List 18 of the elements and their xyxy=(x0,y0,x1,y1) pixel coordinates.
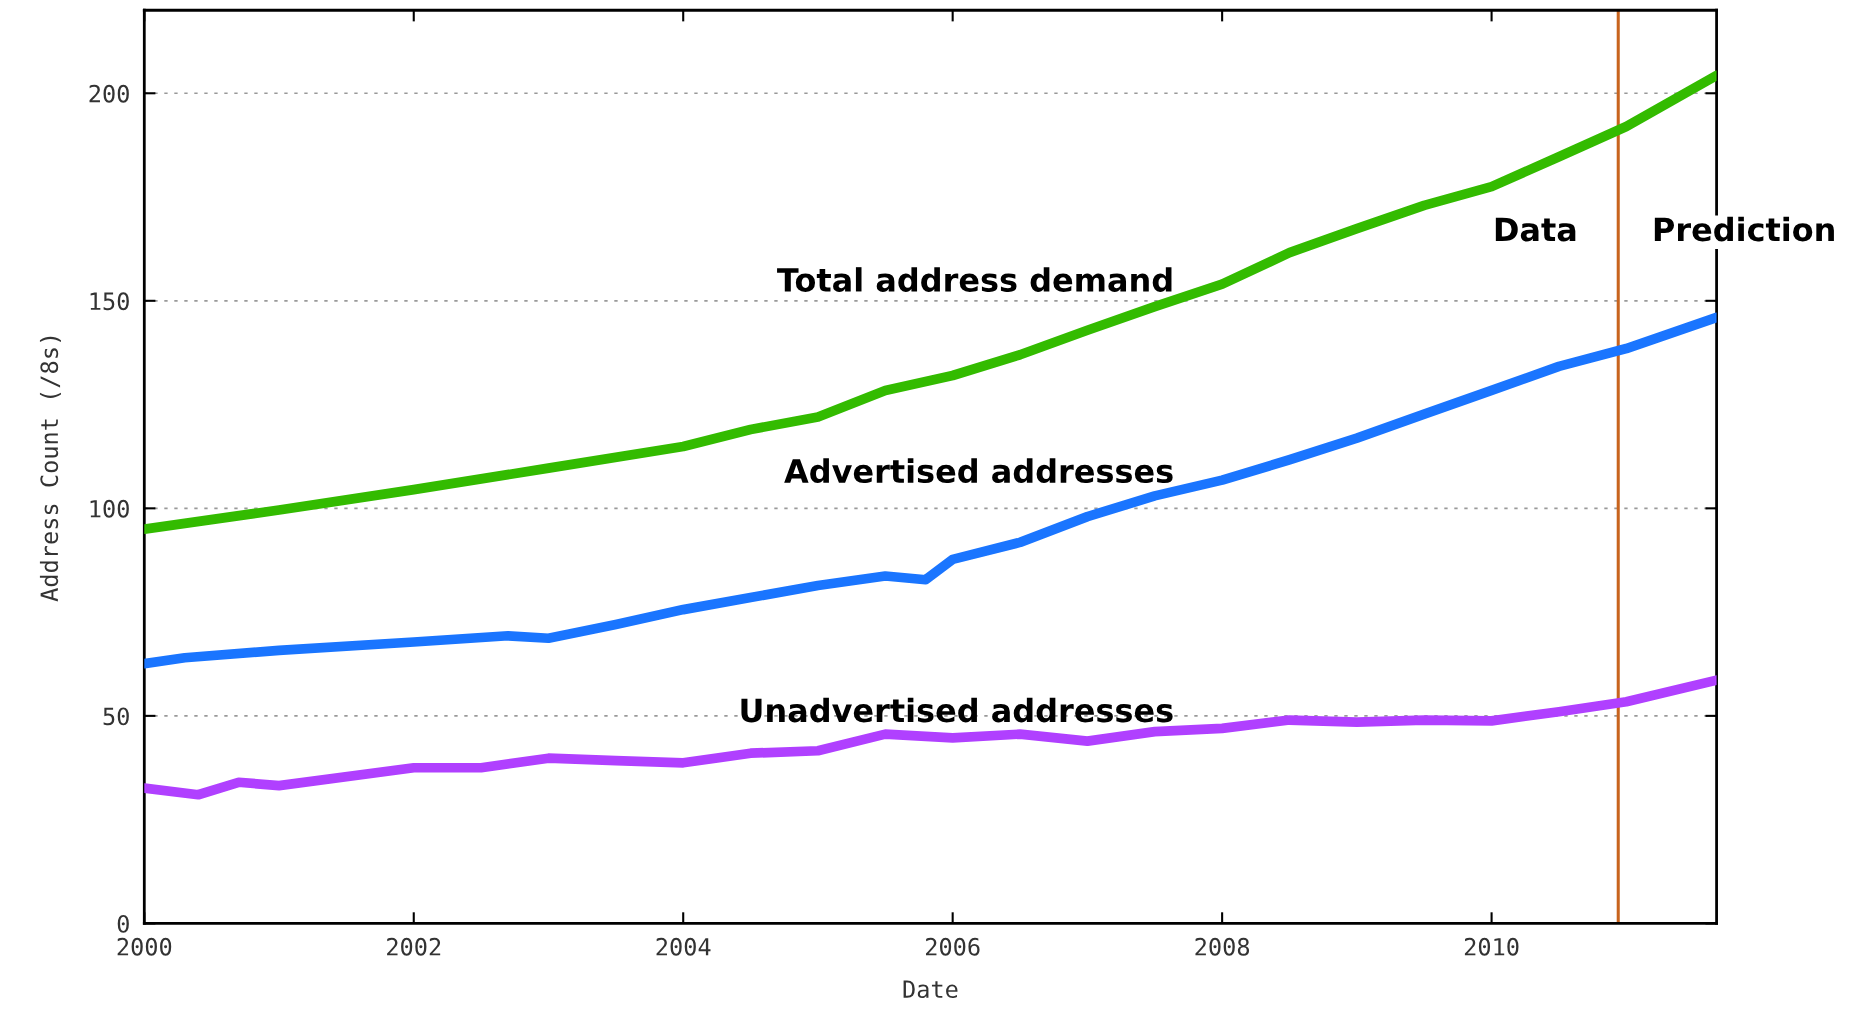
series-label: Advertised addresses xyxy=(784,458,1173,484)
x-tick-label: 2002 xyxy=(387,937,441,956)
y-tick-label: 200 xyxy=(89,84,129,103)
x-tick-label: 2008 xyxy=(1195,937,1250,956)
y-tick-label: 50 xyxy=(103,707,129,726)
y-axis-title: Address Count (/8s) xyxy=(39,336,61,602)
series-label: Total address demand xyxy=(777,267,1172,292)
y-tick-label: 0 xyxy=(117,914,129,933)
x-axis-title: Date xyxy=(903,980,958,999)
x-tick-label: 2000 xyxy=(117,937,172,956)
x-tick-label: 2004 xyxy=(656,937,711,956)
annotation: Prediction xyxy=(1654,216,1834,242)
y-tick-label: 100 xyxy=(90,499,129,518)
series-label: Unadvertised addresses xyxy=(741,697,1173,723)
x-tick-label: 2006 xyxy=(925,937,980,956)
ref-line-label: Data xyxy=(1495,217,1576,242)
y-tick-label: 150 xyxy=(90,292,129,311)
x-tick-label: 2010 xyxy=(1464,937,1519,956)
